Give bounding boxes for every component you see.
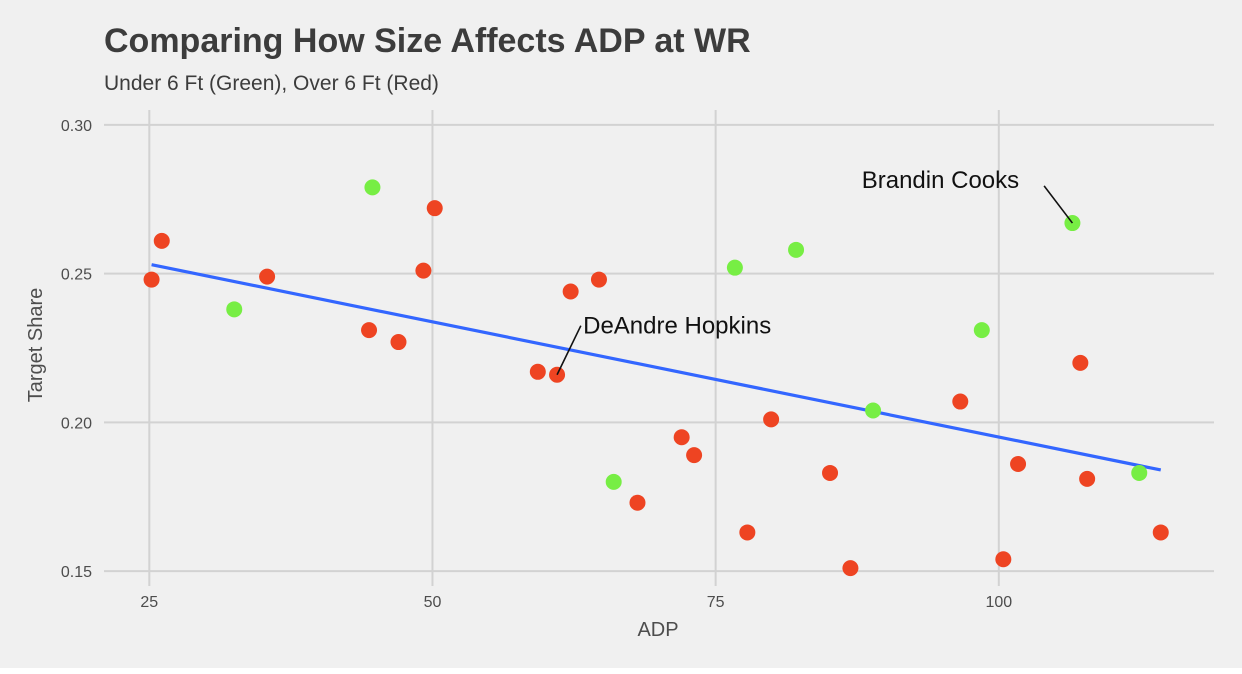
x-tick-label: 75 (707, 594, 725, 611)
y-axis-label: Target Share (25, 288, 47, 403)
data-point-over-6ft (686, 447, 703, 464)
data-point-over-6ft (153, 232, 170, 249)
data-point-over-6ft (673, 429, 690, 446)
data-point-over-6ft (842, 560, 859, 577)
data-point-over-6ft (390, 334, 407, 351)
annotation-label: Brandin Cooks (862, 167, 1019, 194)
data-point-over-6ft (763, 411, 780, 428)
data-point-over-6ft (361, 322, 378, 339)
data-point-over-6ft (629, 494, 646, 511)
data-point-over-6ft (143, 271, 160, 288)
data-point-under-6ft (364, 179, 381, 196)
data-point-over-6ft (1072, 354, 1089, 371)
data-point-over-6ft (590, 271, 607, 288)
grid (104, 110, 1214, 586)
y-tick-label: 0.15 (61, 564, 92, 581)
annotation-connector (1043, 185, 1074, 224)
y-tick-label: 0.25 (61, 267, 92, 284)
x-tick-label: 100 (985, 594, 1012, 611)
data-point-under-6ft (788, 241, 805, 258)
chart-subtitle: Under 6 Ft (Green), Over 6 Ft (Red) (104, 72, 439, 95)
data-point-over-6ft (1152, 524, 1169, 541)
data-point-under-6ft (605, 473, 622, 490)
data-point-under-6ft (973, 322, 990, 339)
data-point-over-6ft (562, 283, 579, 300)
y-tick-label: 0.30 (61, 118, 92, 135)
data-point-over-6ft (259, 268, 276, 285)
points-layer (143, 179, 1169, 577)
data-point-over-6ft (415, 262, 432, 279)
data-point-over-6ft (1079, 470, 1096, 487)
chart-title: Comparing How Size Affects ADP at WR (104, 22, 751, 60)
trend-layer (151, 263, 1162, 472)
data-point-over-6ft (426, 200, 443, 217)
data-point-under-6ft (1131, 464, 1148, 481)
data-point-over-6ft (739, 524, 756, 541)
annotation-label: DeAndre Hopkins (583, 313, 771, 340)
x-axis-label: ADP (637, 619, 678, 641)
tick-labels: 0.15 0.20 0.25 0.30 25 50 75 100 (61, 118, 1012, 611)
x-tick-label: 25 (140, 594, 158, 611)
y-tick-label: 0.20 (61, 415, 92, 432)
data-point-over-6ft (952, 393, 969, 410)
trend-line (151, 263, 1162, 472)
annotations: Brandin Cooks DeAndre Hopkins (556, 167, 1074, 376)
x-tick-label: 50 (424, 594, 442, 611)
data-point-over-6ft (529, 363, 546, 380)
data-point-over-6ft (995, 551, 1012, 568)
annotation-connector (556, 325, 582, 376)
data-point-under-6ft (226, 301, 243, 318)
data-point-under-6ft (726, 259, 743, 276)
data-point-under-6ft (865, 402, 882, 419)
data-point-over-6ft (1010, 456, 1027, 473)
data-point-over-6ft (822, 464, 839, 481)
